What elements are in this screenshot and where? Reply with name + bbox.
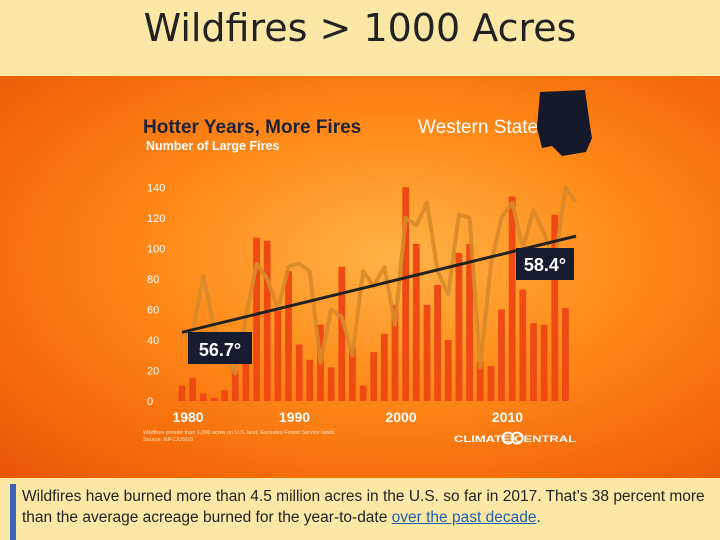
climate-central-logo-icon xyxy=(501,431,524,445)
y-tick-100: 100 xyxy=(147,243,165,255)
chart-image: Hotter Years, More Fires Western States … xyxy=(0,76,720,478)
caption-text: Wildfires have burned more than 4.5 mill… xyxy=(22,486,712,528)
y-tick-60: 60 xyxy=(147,304,159,316)
chart-region: Western States xyxy=(418,117,548,138)
chart-footnote-2: Source: NIFC/USGS xyxy=(143,437,194,443)
x-tick-2010: 2010 xyxy=(492,409,523,425)
bar-2008 xyxy=(476,361,484,401)
bar-1983 xyxy=(210,397,218,401)
annotation-start-label: 56.7° xyxy=(199,340,241,360)
y-tick-40: 40 xyxy=(147,335,159,347)
bar-1995 xyxy=(338,266,346,401)
bar-1996 xyxy=(349,347,356,401)
bar-1981 xyxy=(189,378,197,401)
x-tick-2000: 2000 xyxy=(385,409,416,425)
y-tick-0: 0 xyxy=(147,396,153,408)
bar-1999 xyxy=(381,333,388,401)
bar-2004 xyxy=(434,285,441,401)
y-tick-80: 80 xyxy=(147,274,159,286)
chart-footnote-1: Wildfires greater than 1,000 acres on U.… xyxy=(143,430,336,436)
chart-credit: CLIMATE CENTRAL xyxy=(454,434,577,444)
annotation-end: 58.4° xyxy=(516,248,574,280)
bar-2001 xyxy=(402,187,410,401)
x-tick-1980: 1980 xyxy=(172,409,203,425)
chart-ylabel: Number of Large Fires xyxy=(146,139,279,153)
y-tick-140: 140 xyxy=(147,182,165,194)
bar-2003 xyxy=(423,304,431,401)
bar-1992 xyxy=(306,359,314,401)
bar-2009 xyxy=(487,365,495,401)
bar-2010 xyxy=(498,309,505,401)
bar-1998 xyxy=(370,352,378,401)
caption: Wildfires have burned more than 4.5 mill… xyxy=(10,478,720,540)
bar-1991 xyxy=(295,344,303,401)
bar-1986 xyxy=(242,332,250,401)
bar-2000 xyxy=(391,304,399,401)
caption-link[interactable]: over the past decade xyxy=(391,509,537,526)
bar-2016 xyxy=(562,307,569,401)
bar-2013 xyxy=(530,323,537,401)
temperature-line xyxy=(181,185,578,376)
bar-2015 xyxy=(551,214,559,401)
caption-text-after: . xyxy=(536,509,541,526)
bar-1997 xyxy=(359,385,367,401)
bar-1988 xyxy=(263,240,271,401)
y-tick-20: 20 xyxy=(147,366,159,378)
bar-1984 xyxy=(221,390,228,401)
trend-line xyxy=(181,234,577,334)
bar-2014 xyxy=(540,324,548,401)
caption-text-before: Wildfires have burned more than 4.5 mill… xyxy=(22,488,705,526)
annotation-start: 56.7° xyxy=(188,332,252,364)
x-tick-1990: 1990 xyxy=(279,409,310,425)
slide-title: Wildfires > 1000 Acres xyxy=(143,6,577,50)
bar-1987 xyxy=(253,237,260,401)
bar-1990 xyxy=(285,271,292,401)
bar-1980 xyxy=(178,385,186,401)
bar-1982 xyxy=(199,393,207,401)
chart-svg: Hotter Years, More Fires Western States … xyxy=(143,90,592,445)
bar-2005 xyxy=(444,339,452,401)
annotation-end-label: 58.4° xyxy=(524,255,566,275)
bar-2012 xyxy=(519,289,527,401)
bar-1994 xyxy=(327,367,335,401)
chart-title: Hotter Years, More Fires xyxy=(143,117,361,138)
western-states-map-icon xyxy=(537,90,592,156)
caption-accent-bar xyxy=(10,484,16,540)
bar-1985 xyxy=(231,370,239,401)
bar-2006 xyxy=(455,252,463,401)
bar-2011 xyxy=(508,196,516,401)
y-tick-120: 120 xyxy=(147,213,165,225)
bar-1989 xyxy=(274,309,282,401)
bar-2007 xyxy=(466,243,473,401)
bar-2002 xyxy=(412,243,420,401)
